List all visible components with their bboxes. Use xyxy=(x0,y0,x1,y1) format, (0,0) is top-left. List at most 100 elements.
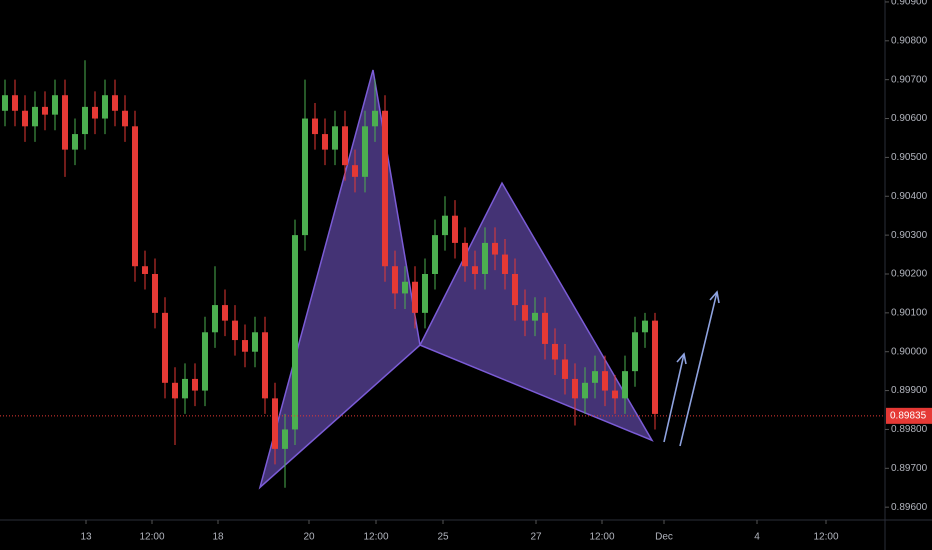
candle-layer xyxy=(0,60,885,488)
x-tick-label: 13 xyxy=(80,532,92,543)
candle-body xyxy=(342,126,348,166)
candle-body xyxy=(622,371,628,399)
projection-arrows xyxy=(663,290,720,447)
candle-body xyxy=(532,312,538,321)
candle-body xyxy=(462,242,468,267)
candle-body xyxy=(172,382,178,399)
candle-body xyxy=(452,215,458,243)
y-tick-label: 0.89600 xyxy=(891,502,928,513)
candle-body xyxy=(522,305,528,321)
candle-body xyxy=(282,429,288,449)
y-tick-label: 0.89700 xyxy=(891,463,928,474)
candle-body xyxy=(322,134,328,150)
candle-body xyxy=(402,281,408,294)
candle-body xyxy=(222,305,228,321)
candle-body xyxy=(652,320,658,414)
candle-body xyxy=(182,378,188,399)
x-tick-label: 4 xyxy=(754,532,760,543)
y-tick-label: 0.89900 xyxy=(891,385,928,396)
y-tick-label: 0.90100 xyxy=(891,307,928,318)
y-tick-label: 0.90600 xyxy=(891,113,928,124)
candle-body xyxy=(632,332,638,372)
candle-body xyxy=(312,118,318,135)
x-tick-label: 25 xyxy=(437,532,449,543)
candle-body xyxy=(492,242,498,255)
candle-body xyxy=(152,273,158,313)
x-tick-label: 12:00 xyxy=(363,532,388,543)
arrow xyxy=(663,353,685,443)
candle-body xyxy=(122,110,128,127)
y-tick-label: 0.90800 xyxy=(891,35,928,46)
candle-body xyxy=(162,312,168,383)
y-tick-label: 0.90700 xyxy=(891,74,928,85)
candle-body xyxy=(472,266,478,274)
candle-body xyxy=(372,110,378,127)
candle-body xyxy=(2,95,8,111)
candle-body xyxy=(512,273,518,306)
arrow xyxy=(679,291,718,447)
y-tick-label: 0.90200 xyxy=(891,269,928,280)
candle-body xyxy=(302,118,308,236)
candle-body xyxy=(232,320,238,341)
candle-body xyxy=(482,242,488,274)
x-tick-label: 27 xyxy=(530,532,542,543)
candle-body xyxy=(412,281,418,313)
candle-body xyxy=(272,398,278,449)
x-tick-label: 12:00 xyxy=(139,532,164,543)
candle-body xyxy=(22,110,28,127)
candle-body xyxy=(212,305,218,333)
candle-body xyxy=(42,106,48,115)
candle-body xyxy=(62,95,68,150)
y-tick-label: 0.90900 xyxy=(891,0,928,8)
candle-body xyxy=(572,378,578,399)
candle-body xyxy=(242,340,248,352)
candle-body xyxy=(592,371,598,383)
candle-body xyxy=(142,266,148,274)
axis-layer: 0.89600 0.89700 0.89800 0.89900 0.90000 0.901… xyxy=(80,0,932,543)
candle-body xyxy=(642,320,648,333)
candle-body xyxy=(52,95,58,115)
candle-body xyxy=(352,165,358,177)
candle-body xyxy=(92,106,98,119)
candle-body xyxy=(252,332,258,352)
candle-body xyxy=(382,110,388,267)
candle-body xyxy=(292,235,298,430)
candle-body xyxy=(32,106,38,127)
y-tick-label: 0.89800 xyxy=(891,424,928,435)
candle-body xyxy=(12,95,18,111)
candle-body xyxy=(202,332,208,391)
candle-body xyxy=(432,235,438,274)
x-tick-label: 12:00 xyxy=(813,532,838,543)
candle-body xyxy=(562,359,568,379)
arrow-head xyxy=(676,352,687,365)
x-tick-label: 12:00 xyxy=(589,532,614,543)
candle-body xyxy=(362,126,368,177)
y-tick-label: 0.90300 xyxy=(891,230,928,241)
candle-body xyxy=(442,215,448,236)
candle-body xyxy=(132,126,138,267)
candle-body xyxy=(192,378,198,391)
candle-body xyxy=(262,332,268,399)
candle-body xyxy=(582,382,588,399)
y-tick-label: 0.90500 xyxy=(891,152,928,163)
candle-body xyxy=(82,106,88,135)
candle-body xyxy=(332,126,338,150)
candle-body xyxy=(542,312,548,344)
x-tick-label: Dec xyxy=(655,532,673,543)
candle-body xyxy=(502,254,508,274)
x-tick-label: 20 xyxy=(303,532,315,543)
candle-body xyxy=(612,390,618,399)
candle-body xyxy=(72,134,78,150)
candle-body xyxy=(392,266,398,294)
last-price-box xyxy=(886,407,932,424)
y-tick-label: 0.90400 xyxy=(891,191,928,202)
y-tick-label: 0.90000 xyxy=(891,346,928,357)
candle-body xyxy=(422,273,428,313)
x-tick-label: 18 xyxy=(212,532,224,543)
last-price-label: 0.89835 xyxy=(890,410,927,421)
candle-body xyxy=(112,95,118,111)
candle-body xyxy=(102,95,108,119)
candle-body xyxy=(602,371,608,391)
